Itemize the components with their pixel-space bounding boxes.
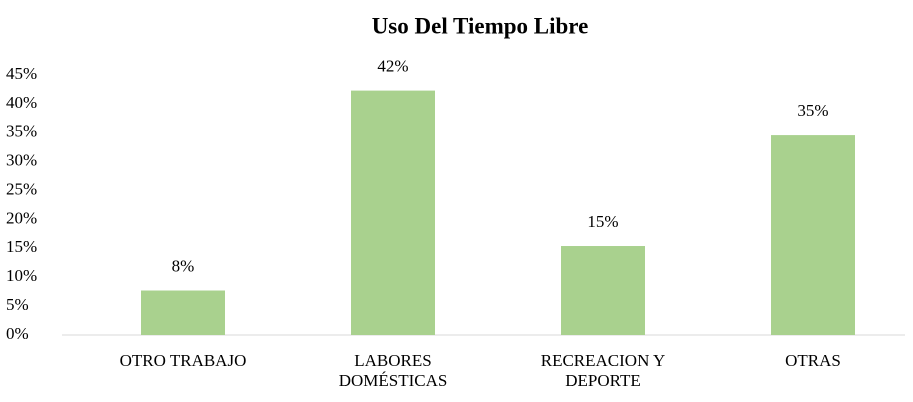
y-tick-label: 30% <box>6 151 37 170</box>
data-label: 35% <box>797 101 828 120</box>
y-tick-label: 10% <box>6 266 37 285</box>
y-tick-label: 15% <box>6 237 37 256</box>
bar <box>561 246 645 335</box>
x-tick-label: OTRAS <box>785 351 841 370</box>
data-label: 15% <box>587 212 618 231</box>
data-label: 8% <box>172 256 195 275</box>
data-label: 42% <box>377 57 408 76</box>
y-tick-label: 5% <box>6 295 29 314</box>
y-tick-label: 20% <box>6 208 37 227</box>
y-tick-label: 25% <box>6 179 37 198</box>
y-tick-label: 40% <box>6 93 37 112</box>
x-tick-label: LABORES DOMÉSTICAS <box>338 351 448 390</box>
chart-title: Uso Del Tiempo Libre <box>372 13 589 38</box>
x-tick-label: OTRO TRABAJO <box>119 351 247 370</box>
x-tick-label: RECREACION Y DEPORTE <box>540 351 666 390</box>
y-tick-label: 0% <box>6 324 29 343</box>
y-tick-label: 45% <box>6 64 37 83</box>
y-tick-label: 35% <box>6 122 37 141</box>
bar <box>771 135 855 335</box>
bar <box>351 90 435 335</box>
bar <box>141 290 225 335</box>
